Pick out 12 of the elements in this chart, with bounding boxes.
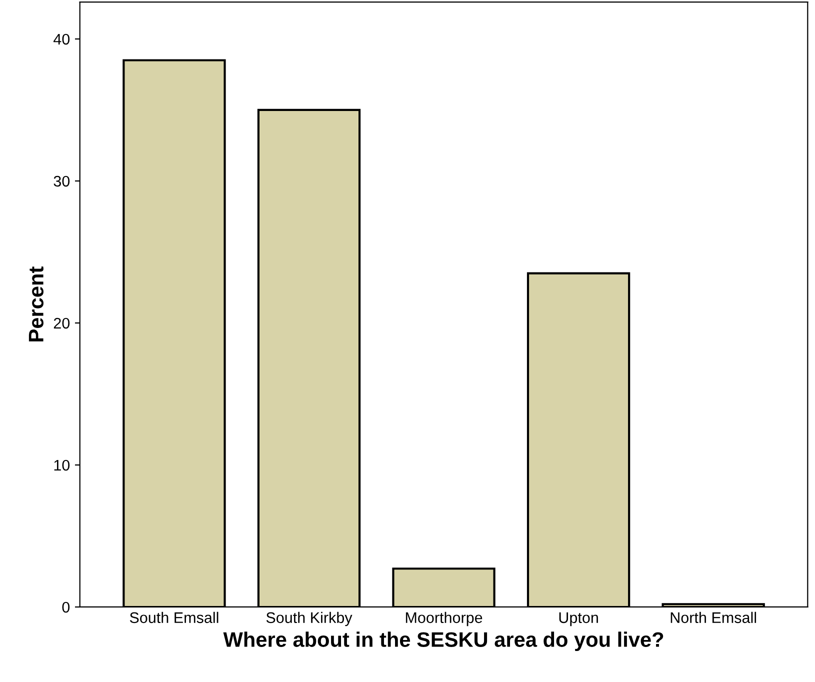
x-tick-label: North Emsall — [670, 612, 756, 624]
x-axis-title: Where about in the SESKU area do you live? — [223, 632, 664, 652]
y-tick-label: 40 — [54, 34, 70, 45]
y-tick-label: 30 — [54, 176, 70, 187]
y-tick-label: 20 — [54, 318, 70, 329]
x-tick-label: South Kirkby — [266, 612, 352, 626]
x-tick-label: South Emsall — [130, 612, 218, 624]
x-tick-label: Upton — [559, 612, 598, 626]
y-tick-label: 0 — [62, 602, 70, 613]
x-tick-label: Moorthorpe — [406, 612, 482, 626]
y-axis-title: Percent — [28, 266, 44, 342]
y-tick-label: 10 — [54, 460, 70, 471]
